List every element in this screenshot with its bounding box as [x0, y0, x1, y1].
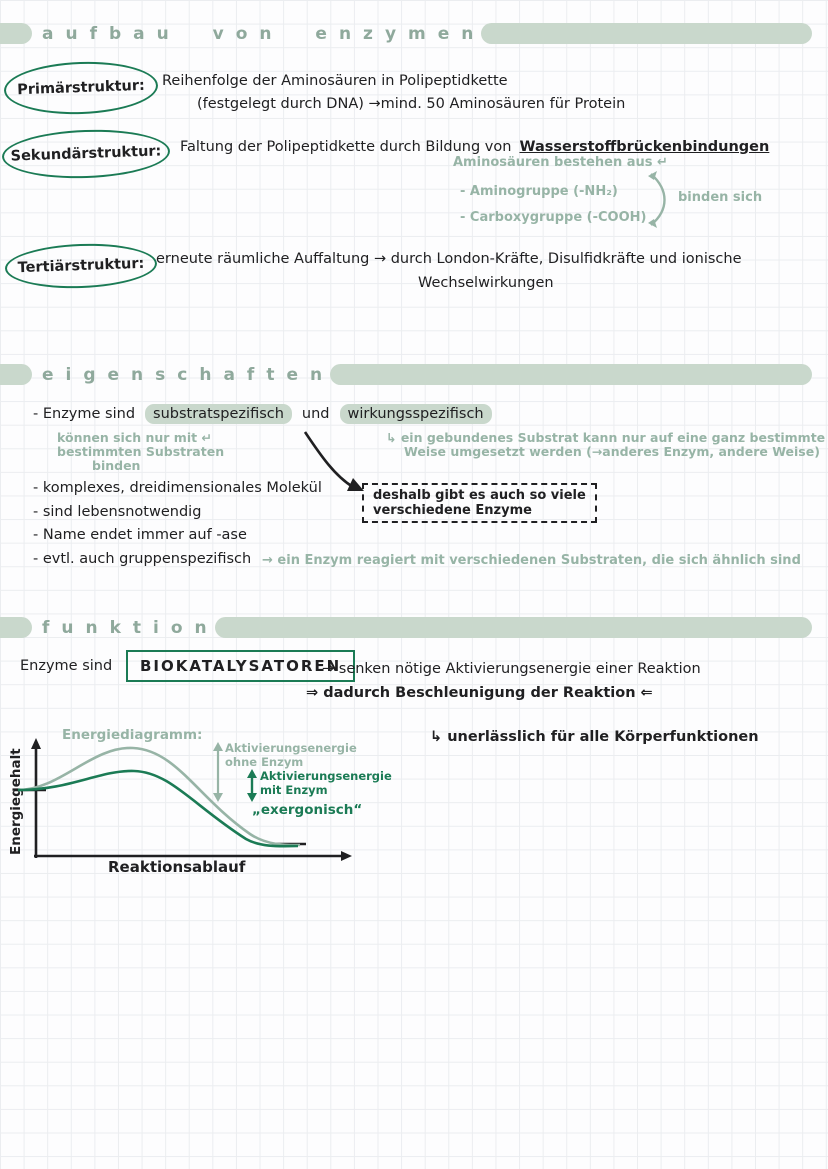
deshalb-box-line1: deshalb gibt es auch so viele — [373, 488, 586, 503]
funktion-line2: ⇒ dadurch Beschleunigung der Reaktion ⇐ — [306, 685, 653, 701]
sekundaerstruktur-underlined-term: Wasserstoffbrückenbindungen — [519, 139, 770, 155]
curve-with-enzyme — [17, 769, 299, 848]
bullet-gruppenspezifisch: - evtl. auch gruppenspezifisch — [33, 551, 252, 567]
aminogruppe-note: - Aminogruppe (-NH₂) — [460, 184, 618, 199]
label-no-enzyme-line2: ohne Enzym — [225, 755, 304, 769]
deshalb-box: deshalb gibt es auch so viele verschiede… — [362, 483, 597, 523]
curve-without-enzyme — [17, 746, 301, 847]
wirkung-note-line2: Weise umgesetzt werden (→anderes Enzym, … — [404, 444, 820, 459]
double-arrow-without-enzyme — [213, 742, 223, 802]
double-arrow-with-enzyme — [247, 769, 257, 802]
bullet-lebensnotwendig: - sind lebensnotwendig — [33, 504, 202, 520]
diagram-title: Energiediagramm: — [62, 727, 203, 743]
header-pill-right — [214, 617, 812, 638]
sekundaerstruktur-text: Faltung der Polipeptidkette durch Bildun… — [180, 139, 512, 155]
tertiaerstruktur-oval: Tertiärstruktur: — [4, 241, 158, 291]
carboxygruppe-note: - Carboxygruppe (-COOH) — [460, 210, 647, 225]
specificity-conjunction: und — [301, 406, 330, 422]
header-pill-left — [0, 364, 32, 385]
section-title-eigenschaften: eigenschaften — [42, 364, 335, 385]
sekundaerstruktur-term: Sekundärstruktur: — [10, 143, 162, 165]
wirkung-note-line1: ↳ ein gebundenes Substrat kann nur auf e… — [386, 430, 826, 445]
energy-diagram — [14, 738, 352, 861]
bullet-name-ase: - Name endet immer auf -ase — [33, 527, 247, 543]
section-header-aufbau: aufbau von enzymen — [0, 22, 828, 45]
header-pill-right — [330, 364, 812, 385]
primaerstruktur-line2: (festgelegt durch DNA) →mind. 50 Aminosä… — [197, 96, 626, 112]
bullet-komplexes: - komplexes, dreidimensionales Molekül — [33, 480, 322, 496]
header-pill-left — [0, 617, 32, 638]
biokatalysatoren-box: BIOKATALYSATOREN — [126, 650, 356, 682]
axis-y-arrowhead — [31, 738, 41, 749]
section-title-funktion: funktion — [42, 617, 219, 638]
tertiaerstruktur-line1: erneute räumliche Auffaltung → durch Lon… — [156, 251, 742, 267]
substrat-note-line2: bestimmten Substraten — [57, 444, 225, 459]
label-exergonisch: „exergonisch“ — [252, 802, 363, 818]
label-with-enzyme-line1: Aktivierungsenergie — [260, 769, 392, 783]
primaerstruktur-line1: Reihenfolge der Aminosäuren in Polipepti… — [162, 73, 508, 89]
primaerstruktur-oval: Primärstruktur: — [3, 59, 159, 117]
diagram-x-axis-label: Reaktionsablauf — [108, 858, 246, 876]
funktion-lead: Enzyme sind — [20, 658, 113, 674]
funktion-note: ↳ unerlässlich für alle Körperfunktionen — [430, 729, 759, 745]
binden-sich-note: binden sich — [678, 190, 763, 205]
header-pill-right — [481, 23, 812, 44]
funktion-line1: → senken nötige Aktivierungsenergie eine… — [322, 661, 701, 677]
tertiaerstruktur-line2: Wechselwirkungen — [418, 275, 554, 291]
specificity-lead: - Enzyme sind — [33, 406, 136, 422]
substrat-note-line1: können sich nur mit ↵ — [57, 430, 212, 445]
label-no-enzyme-line1: Aktivierungsenergie — [225, 741, 357, 755]
section-title-aufbau: aufbau von enzymen — [42, 23, 486, 44]
gruppenspezifisch-note: → ein Enzym reagiert mit verschiedenen S… — [262, 553, 801, 568]
deshalb-box-line2: verschiedene Enzyme — [373, 503, 532, 518]
sekundaerstruktur-line: Faltung der Polipeptidkette durch Bildun… — [180, 139, 769, 155]
specificity-line: - Enzyme sind substratspezifisch und wir… — [33, 404, 492, 424]
header-pill-left — [0, 23, 32, 44]
tertiaerstruktur-term: Tertiärstruktur: — [17, 255, 145, 277]
section-header-funktion: funktion — [0, 616, 828, 639]
bind-bracket-arrow — [648, 171, 666, 228]
wirkungsspezifisch-highlight: wirkungsspezifisch — [339, 404, 492, 424]
primaerstruktur-term: Primärstruktur: — [16, 77, 146, 99]
label-with-enzyme-line2: mit Enzym — [260, 783, 328, 797]
aminosaeuren-note-head: Aminosäuren bestehen aus ↵ — [453, 155, 668, 170]
section-header-eigenschaften: eigenschaften — [0, 363, 828, 386]
axis-x-arrowhead — [341, 851, 352, 861]
substratspezifisch-highlight: substratspezifisch — [145, 404, 292, 424]
sekundaerstruktur-oval: Sekundärstruktur: — [1, 127, 171, 181]
curved-arrow — [303, 431, 364, 491]
substrat-note-line3: binden — [92, 458, 141, 473]
